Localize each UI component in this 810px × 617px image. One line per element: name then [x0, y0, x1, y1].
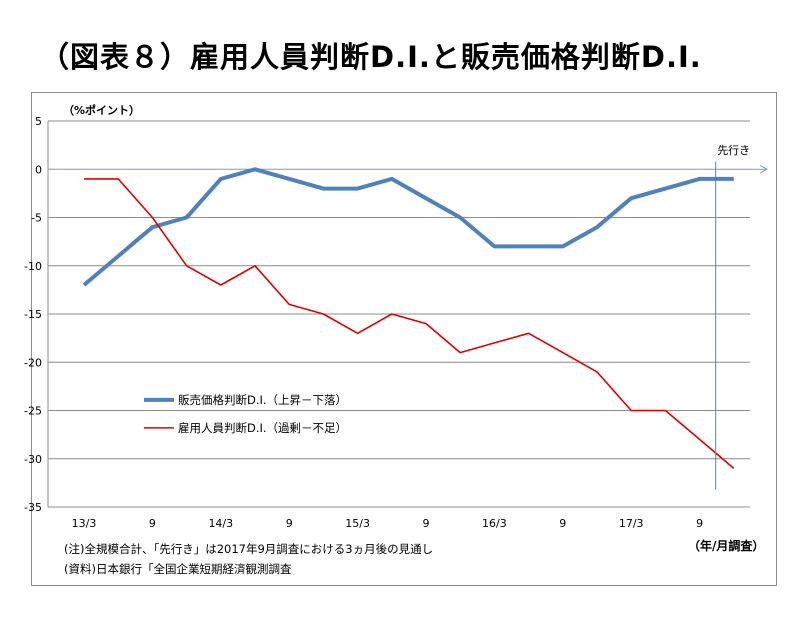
- x-tick-label: 14/3: [208, 517, 233, 530]
- legend: 販売価格判断D.I.（上昇－下落） 雇用人員判断D.I.（過剰－不足）: [144, 393, 347, 435]
- gridlines: [47, 120, 769, 508]
- x-tick-label: 16/3: [482, 517, 507, 530]
- x-tick-label: 9: [696, 517, 703, 530]
- series-line-employment: [84, 178, 735, 470]
- x-axis-arrow-icon: [759, 164, 769, 174]
- y-tick-label: -25: [24, 405, 42, 418]
- y-tick-label: -15: [24, 308, 42, 321]
- x-tick-labels: 13/3 9 14/3 9 15/3 9 16/3 9 17/3 9: [72, 517, 703, 530]
- legend-label: 販売価格判断D.I.（上昇－下落）: [178, 393, 347, 407]
- source-line: (資料)日本銀行「全国企業短期経済観測調査: [64, 562, 292, 576]
- y-tick-label: -10: [24, 260, 42, 273]
- y-tick-label: -35: [24, 501, 42, 514]
- y-tick-labels: 5 0 -5 -10 -15 -20 -25 -30 -35: [24, 115, 42, 514]
- y-tick-label: 5: [35, 115, 42, 128]
- legend-label: 雇用人員判断D.I.（過剰－不足）: [178, 421, 347, 435]
- series-line-price: [82, 167, 734, 287]
- x-axis-unit: （年/月調査）: [688, 539, 765, 553]
- x-tick-label: 17/3: [619, 517, 644, 530]
- note-line: (注)全規模合計、「先行き」は2017年9月調査における3ヵ月後の見通し: [64, 542, 434, 556]
- series-lines: [82, 167, 735, 470]
- y-tick-label: -20: [24, 356, 42, 369]
- chart-title: （図表８）雇用人員判断D.I.と販売価格判断D.I.: [40, 40, 702, 74]
- y-tick-label: 0: [35, 163, 42, 176]
- chart-frame: [31, 92, 777, 586]
- y-tick-label: -30: [24, 453, 42, 466]
- x-tick-label: 9: [423, 517, 430, 530]
- y-axis-unit: （%ポイント）: [63, 104, 141, 117]
- forecast-label: 先行き: [717, 144, 750, 157]
- x-tick-label: 15/3: [345, 517, 370, 530]
- x-tick-label: 13/3: [72, 517, 97, 530]
- x-tick-label: 9: [286, 517, 293, 530]
- forecast-marker: 先行き: [715, 144, 750, 490]
- x-tick-label: 9: [149, 517, 156, 530]
- y-tick-label: -5: [31, 212, 42, 225]
- x-tick-label: 9: [559, 517, 566, 530]
